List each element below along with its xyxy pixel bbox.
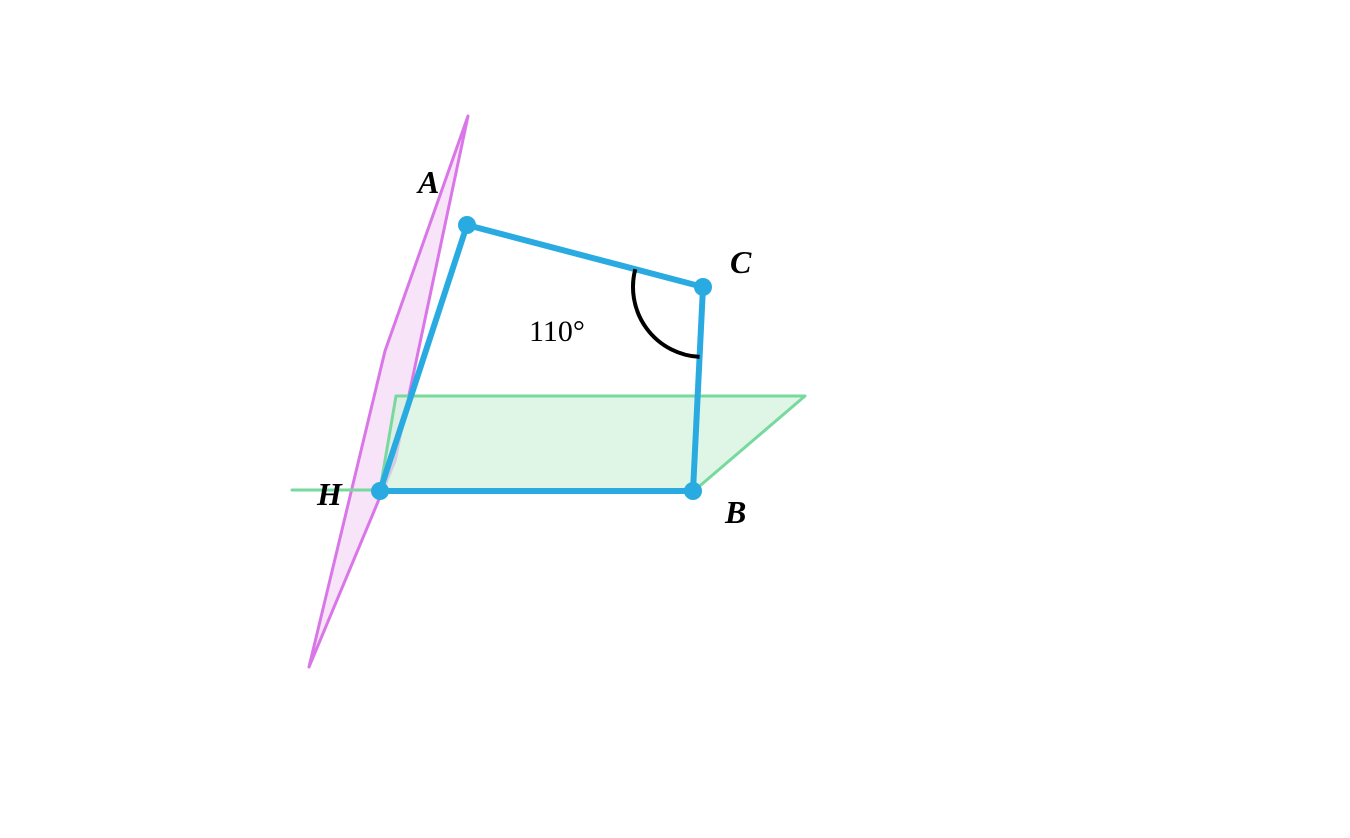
edge-AC — [467, 225, 703, 287]
point-C — [694, 278, 712, 296]
label-A: A — [418, 164, 439, 201]
point-H — [371, 482, 389, 500]
point-B — [684, 482, 702, 500]
plane-green — [380, 396, 805, 490]
label-H: H — [317, 476, 342, 513]
angle-label: 110° — [529, 315, 585, 349]
label-C: C — [730, 244, 751, 281]
label-B: B — [725, 494, 746, 531]
point-A — [458, 216, 476, 234]
plane-pink — [309, 116, 468, 667]
geometry-diagram: A C B H 110° — [0, 0, 1350, 838]
diagram-svg — [0, 0, 1350, 838]
